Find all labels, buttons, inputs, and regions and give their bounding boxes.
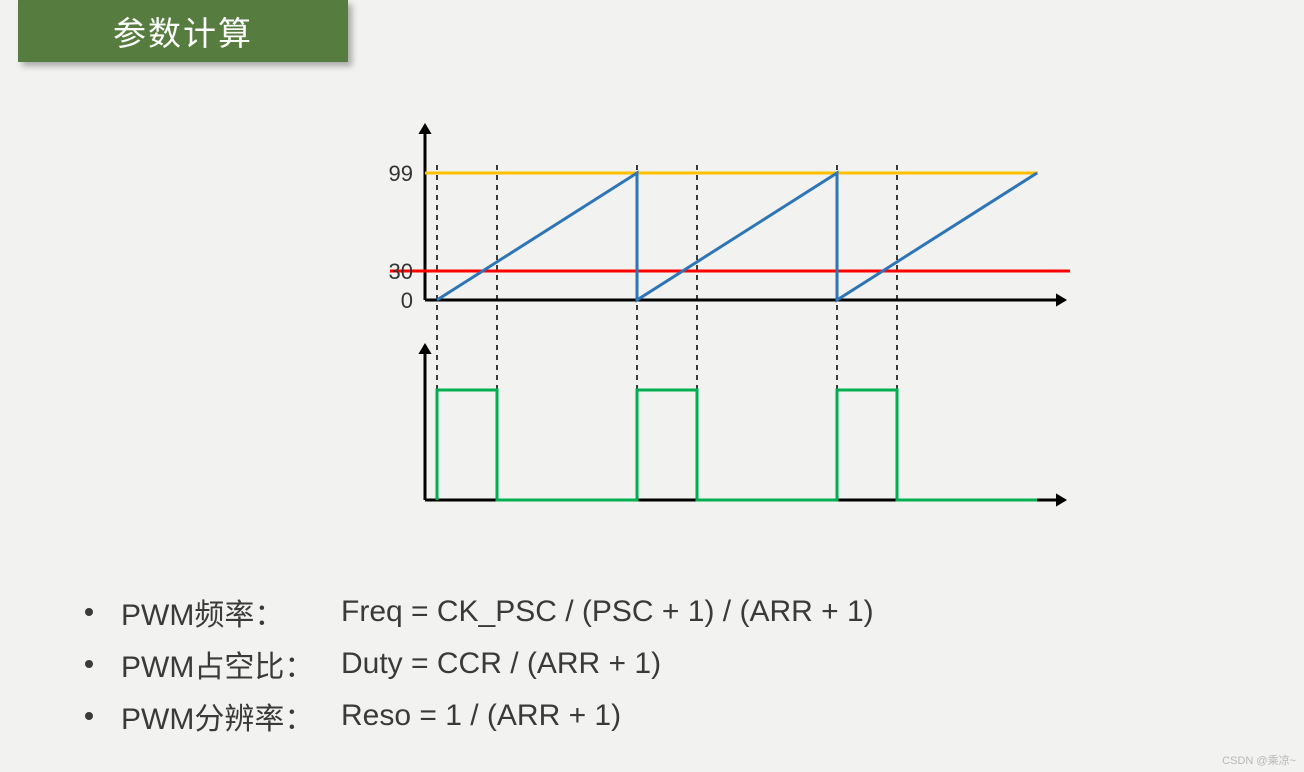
formula-label: PWM占空比： — [121, 642, 341, 686]
pwm-diagram: 99 30 0 — [370, 105, 1090, 525]
title-text: 参数计算 — [113, 7, 253, 55]
diagram-svg: 99 30 0 — [370, 105, 1090, 525]
svg-text:0: 0 — [401, 288, 413, 313]
bullet-icon — [85, 608, 93, 616]
formula-row: PWM占空比： Duty = CCR / (ARR + 1) — [75, 642, 874, 686]
formula-equation: Duty = CCR / (ARR + 1) — [341, 647, 661, 681]
formula-row: PWM分辨率： Reso = 1 / (ARR + 1) — [75, 694, 874, 738]
bullet-icon — [85, 660, 93, 668]
watermark: CSDN @乘凉~ — [1222, 752, 1296, 768]
bullet-icon — [85, 712, 93, 720]
formula-equation: Reso = 1 / (ARR + 1) — [341, 699, 621, 733]
formula-list: PWM频率： Freq = CK_PSC / (PSC + 1) / (ARR … — [75, 590, 874, 746]
title-banner: 参数计算 — [18, 0, 348, 62]
formula-label: PWM频率： — [121, 590, 341, 634]
formula-row: PWM频率： Freq = CK_PSC / (PSC + 1) / (ARR … — [75, 590, 874, 634]
formula-label: PWM分辨率： — [121, 694, 341, 738]
svg-text:30: 30 — [389, 259, 413, 284]
formula-equation: Freq = CK_PSC / (PSC + 1) / (ARR + 1) — [341, 595, 874, 629]
svg-text:99: 99 — [389, 161, 413, 186]
